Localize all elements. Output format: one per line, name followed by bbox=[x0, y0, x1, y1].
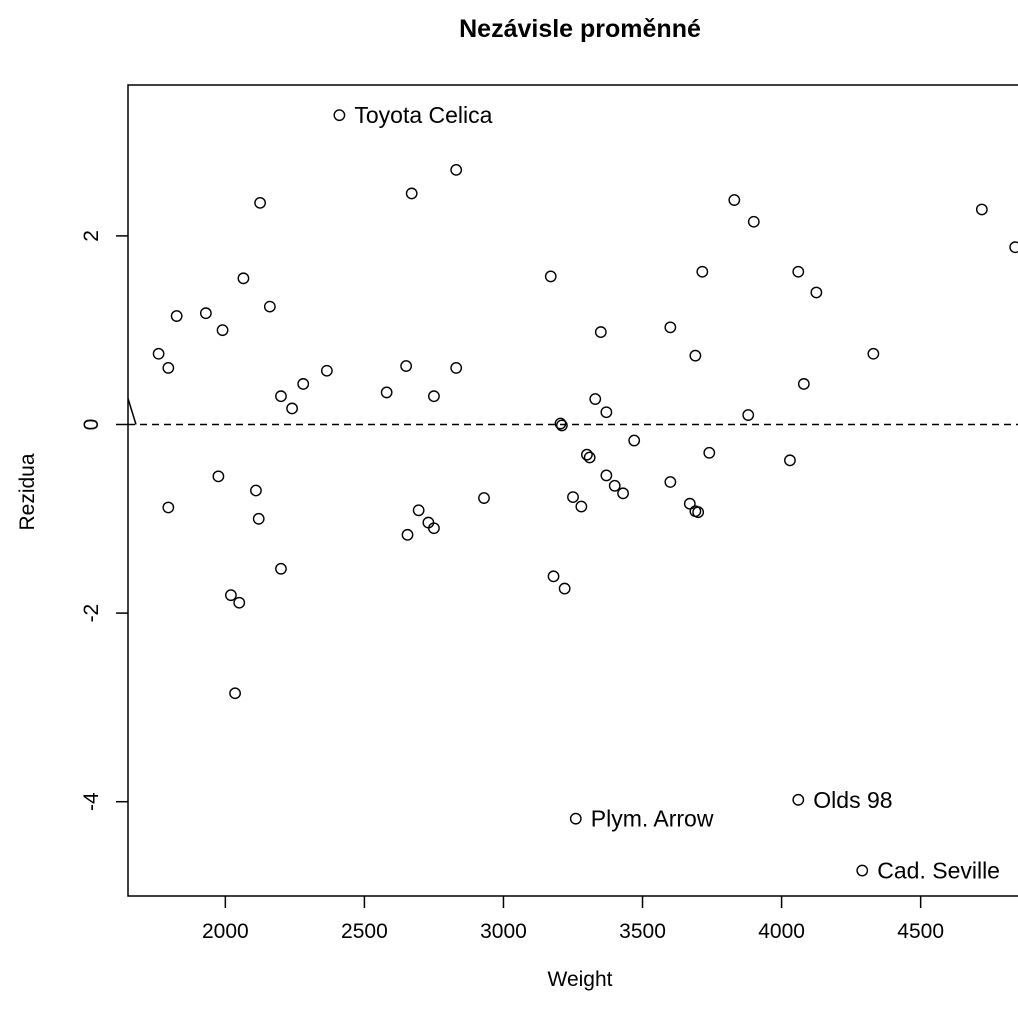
data-point bbox=[450, 362, 463, 374]
chart-title: Nezávisle proměnné bbox=[459, 15, 701, 43]
data-point bbox=[689, 349, 702, 362]
data-point bbox=[810, 286, 823, 299]
plot-frame bbox=[127, 84, 1018, 897]
data-point bbox=[797, 378, 810, 390]
data-point bbox=[428, 522, 440, 535]
data-point bbox=[250, 484, 262, 497]
y-tick-label: 0 bbox=[80, 419, 103, 431]
data-point bbox=[581, 448, 593, 461]
data-point bbox=[199, 307, 212, 320]
data-point bbox=[1009, 241, 1018, 254]
data-point bbox=[286, 402, 298, 415]
data-point bbox=[400, 360, 413, 372]
data-point bbox=[229, 687, 241, 700]
data-point bbox=[405, 187, 418, 200]
data-point bbox=[233, 596, 246, 609]
data-point bbox=[297, 378, 310, 390]
data-point bbox=[412, 504, 425, 517]
data-point bbox=[792, 793, 805, 806]
point-label: Plym. Arrow bbox=[591, 806, 714, 832]
data-point bbox=[428, 390, 440, 403]
y-axis-label: Rezidua bbox=[16, 453, 39, 530]
data-point bbox=[450, 163, 463, 176]
data-point bbox=[254, 196, 267, 209]
data-point bbox=[478, 492, 490, 504]
data-point bbox=[225, 589, 237, 602]
y-tick-label: 2 bbox=[80, 230, 103, 242]
data-point bbox=[975, 203, 988, 216]
data-point bbox=[856, 864, 869, 877]
y-tick-label: -4 bbox=[80, 792, 103, 811]
data-point bbox=[275, 562, 287, 575]
data-point bbox=[867, 347, 880, 360]
data-point bbox=[600, 406, 613, 419]
x-tick-label: 4000 bbox=[758, 920, 805, 943]
data-point bbox=[583, 451, 596, 464]
plot-border bbox=[127, 84, 1018, 897]
data-point bbox=[422, 516, 435, 529]
data-point bbox=[703, 446, 716, 459]
data-point bbox=[252, 512, 265, 525]
data-point bbox=[692, 506, 705, 519]
x-tick-label: 3500 bbox=[619, 920, 666, 943]
point-label: Olds 98 bbox=[813, 787, 892, 813]
y-axis: -4 -2 0 2 bbox=[80, 230, 128, 811]
point-annotations: Toyota Celica Plym. Arrow Olds 98 Cad. Sevi… bbox=[354, 102, 1000, 883]
point-label: Cad. Seville bbox=[877, 858, 1000, 884]
data-point bbox=[401, 528, 414, 541]
data-points bbox=[152, 109, 1018, 877]
data-point bbox=[683, 497, 696, 510]
data-point bbox=[747, 215, 760, 228]
data-point bbox=[162, 362, 175, 374]
x-tick-label: 4500 bbox=[897, 920, 944, 943]
data-point bbox=[554, 417, 567, 430]
data-point bbox=[216, 324, 229, 337]
zero-reference-line bbox=[127, 398, 1018, 426]
data-point bbox=[152, 347, 165, 360]
x-tick-label: 2000 bbox=[202, 920, 249, 943]
data-point bbox=[569, 812, 582, 825]
x-tick-label: 3000 bbox=[480, 920, 527, 943]
data-point bbox=[742, 409, 755, 421]
data-point bbox=[608, 479, 621, 492]
data-point bbox=[212, 470, 225, 483]
x-tick-label: 2500 bbox=[341, 920, 388, 943]
x-axis-label: Weight bbox=[548, 968, 613, 991]
data-point bbox=[664, 321, 677, 334]
data-point bbox=[263, 300, 276, 313]
data-point bbox=[664, 476, 677, 488]
data-point bbox=[567, 491, 579, 504]
x-axis: 2000 2500 3000 3500 4000 4500 bbox=[202, 896, 944, 943]
data-point bbox=[555, 419, 568, 432]
data-point bbox=[544, 270, 557, 283]
data-point bbox=[170, 310, 183, 322]
data-point bbox=[320, 364, 333, 377]
data-point bbox=[162, 501, 175, 514]
data-point bbox=[547, 570, 560, 583]
data-point bbox=[333, 109, 346, 122]
data-point bbox=[792, 265, 805, 278]
data-point bbox=[380, 386, 393, 399]
zero-line-stub bbox=[127, 398, 137, 425]
data-point bbox=[784, 454, 796, 467]
point-label: Toyota Celica bbox=[354, 102, 492, 128]
data-point bbox=[696, 265, 709, 278]
data-point bbox=[558, 582, 571, 595]
data-point bbox=[589, 393, 602, 405]
data-point bbox=[617, 487, 629, 500]
data-point bbox=[600, 469, 613, 482]
data-point bbox=[237, 272, 250, 285]
data-point bbox=[575, 500, 588, 513]
y-tick-label: -2 bbox=[80, 604, 103, 623]
data-point bbox=[628, 434, 641, 447]
data-point bbox=[275, 390, 287, 403]
data-point bbox=[728, 194, 741, 206]
data-point bbox=[594, 326, 607, 338]
